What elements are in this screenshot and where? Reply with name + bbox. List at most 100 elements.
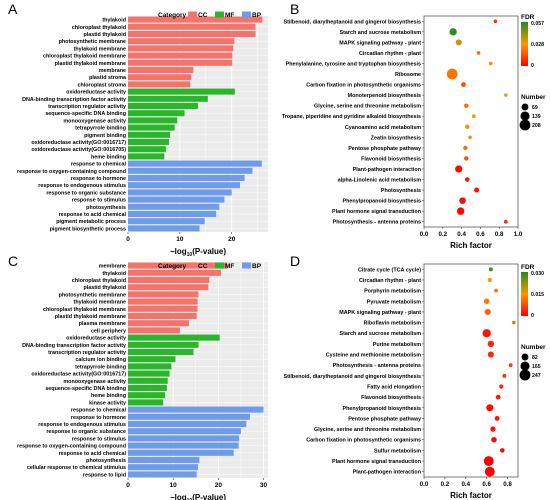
bar — [128, 348, 194, 356]
data-point — [456, 207, 465, 215]
size-legend-title: Number — [521, 344, 546, 351]
x-tick-label: 30 — [260, 482, 268, 489]
category-label: response to organic substance — [46, 429, 126, 435]
bar — [128, 66, 194, 74]
category-label: chloroplast thylakoid — [72, 278, 126, 284]
bar — [128, 138, 169, 146]
pathway-label: Carbon fixation in photosynthetic organi… — [306, 83, 421, 89]
plot-frame — [423, 263, 519, 478]
pathway-label: Phenylalanine, tyrosine and tryptophan b… — [286, 61, 421, 67]
data-point — [499, 384, 504, 389]
size-legend-dot — [519, 369, 531, 381]
category-label: monooxygenase activity — [63, 379, 126, 385]
fdr-tick-label: 0 — [531, 313, 534, 319]
fdr-tick-label: 0.028 — [531, 42, 544, 48]
legend-label: CC — [198, 12, 208, 19]
data-point — [486, 404, 494, 412]
data-point — [495, 394, 501, 400]
bar — [128, 117, 178, 124]
pathway-label: Phenylpropanoid biosynthesis — [343, 406, 421, 412]
data-point — [446, 68, 458, 80]
category-label: pigment metabolic process — [56, 219, 126, 225]
bar — [128, 435, 240, 442]
data-point — [465, 124, 470, 130]
bar — [128, 23, 256, 30]
legend-swatch — [215, 262, 224, 269]
bar — [128, 88, 235, 95]
fdr-legend-title: FDR — [521, 14, 535, 21]
plot-frame — [423, 15, 519, 228]
category-label: plastid stroma — [89, 75, 127, 81]
category-label: response to endogenous stimulus — [38, 422, 126, 428]
category-label: thylakoid — [102, 18, 126, 24]
data-point — [494, 288, 499, 293]
legend: Category CC MF BP — [158, 262, 262, 270]
pathway-label: Tropane, piperidine and pyridine alkaloi… — [282, 114, 421, 120]
bar — [128, 182, 240, 189]
pathway-label: Photosynthesis - antenna proteins — [333, 220, 421, 226]
size-legend-label: 247 — [532, 373, 541, 379]
bar — [128, 16, 263, 23]
data-point — [512, 320, 516, 325]
bar — [128, 406, 264, 413]
data-point — [487, 351, 494, 358]
data-point — [487, 277, 492, 283]
category-label: oxidoreductase activity(GO:0016705) — [31, 147, 126, 153]
category-label: oxidoreductase activity(GO:0016717) — [31, 140, 126, 146]
bar — [128, 52, 233, 59]
category-label: oxidoreductase activity(GO:0016717) — [31, 372, 126, 378]
bar — [128, 298, 198, 305]
category-label: response to stimulus — [72, 198, 126, 204]
category-label: response to hormone — [71, 415, 126, 421]
category-label: thylakoid — [102, 271, 126, 277]
category-label: membrane — [99, 68, 126, 74]
bar — [128, 464, 198, 471]
pathway-label: alpha-Linolenic acid metabolism — [338, 178, 421, 184]
bar — [128, 30, 256, 38]
pathway-label: Starch and sucrose metabolism — [340, 30, 422, 36]
x-tick-label: 0.6 — [482, 481, 491, 488]
pathway-label: Glycine, serine and threonine metabolism — [314, 104, 421, 110]
panel-letter: A — [8, 1, 18, 17]
data-point — [490, 426, 496, 432]
pathway-label: Flavonoid biosynthesis — [361, 156, 421, 162]
bar — [128, 81, 191, 88]
bar — [128, 356, 176, 363]
category-label: plastid thylakoid — [83, 285, 126, 291]
pathway-label: Pentose phosphate pathway — [348, 146, 421, 152]
size-legend-dot — [520, 361, 530, 371]
legend: Category CC MF BP — [158, 11, 262, 19]
pathway-label: Citrate cycle (TCA cycle) — [358, 267, 421, 273]
legend-swatch — [188, 262, 197, 269]
category-label: thylakoid membrane — [74, 46, 126, 52]
data-point — [482, 329, 491, 338]
category-label: transcription regulator activity — [48, 350, 126, 356]
pathway-label: Monoterpenoid biosynthesis — [348, 93, 421, 99]
pathway-label: Riboflavin metabolism — [363, 321, 421, 327]
bar — [128, 449, 234, 456]
x-axis-title: −log10(P-value) — [170, 247, 226, 258]
pathway-label: Starch and sucrose metabolism — [340, 331, 422, 337]
fdr-tick-label: 0.030 — [531, 271, 544, 277]
pathway-label: Photosynthesis — [381, 188, 421, 194]
x-tick-label: 20 — [215, 482, 223, 489]
pathway-label: Stilbenoid, diarylheptanoid and gingerol… — [284, 374, 421, 380]
category-label: oxidoreductase activity — [66, 90, 126, 96]
bar — [128, 225, 200, 232]
category-label: response to lipid — [83, 472, 126, 478]
panel-letter: C — [8, 253, 18, 269]
data-point — [483, 456, 494, 466]
data-point — [455, 39, 462, 46]
category-label: response to chemical — [71, 162, 127, 168]
x-tick-label: 20 — [228, 236, 236, 243]
pathway-label: Porphyrin metabolism — [364, 289, 421, 295]
fdr-colorbar — [521, 22, 528, 66]
category-label: pigment biosynthetic process — [50, 226, 126, 232]
category-label: tetrapyrrole binding — [75, 126, 126, 132]
data-point — [461, 82, 466, 87]
legend-title: Category — [158, 12, 187, 19]
fdr-colorbar — [521, 272, 528, 316]
